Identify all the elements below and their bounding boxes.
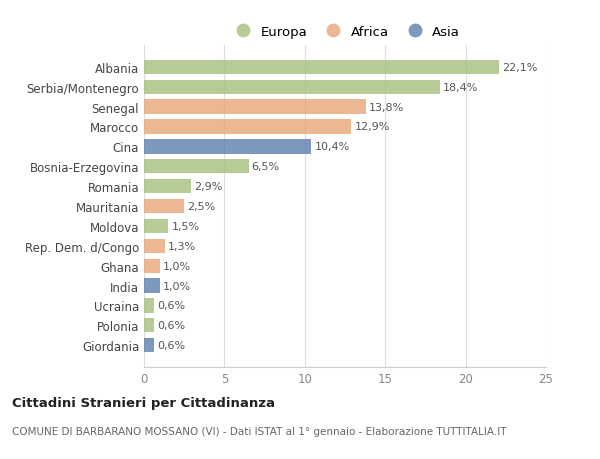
Bar bbox=[144, 319, 154, 333]
Bar bbox=[144, 259, 160, 273]
Bar bbox=[144, 199, 184, 214]
Bar bbox=[144, 160, 248, 174]
Legend: Europa, Africa, Asia: Europa, Africa, Asia bbox=[224, 20, 466, 44]
Text: 22,1%: 22,1% bbox=[503, 63, 538, 73]
Text: 6,5%: 6,5% bbox=[252, 162, 280, 172]
Text: 13,8%: 13,8% bbox=[369, 102, 404, 112]
Bar bbox=[144, 338, 154, 353]
Text: 18,4%: 18,4% bbox=[443, 83, 478, 92]
Text: 1,0%: 1,0% bbox=[163, 281, 191, 291]
Bar bbox=[144, 299, 154, 313]
Bar bbox=[144, 80, 440, 95]
Bar bbox=[144, 100, 366, 114]
Bar bbox=[144, 239, 165, 253]
Text: COMUNE DI BARBARANO MOSSANO (VI) - Dati ISTAT al 1° gennaio - Elaborazione TUTTI: COMUNE DI BARBARANO MOSSANO (VI) - Dati … bbox=[12, 426, 506, 436]
Text: 12,9%: 12,9% bbox=[355, 122, 390, 132]
Text: 0,6%: 0,6% bbox=[157, 321, 185, 330]
Bar bbox=[144, 279, 160, 293]
Bar bbox=[144, 219, 168, 234]
Bar bbox=[144, 120, 352, 134]
Bar bbox=[144, 140, 311, 154]
Text: 10,4%: 10,4% bbox=[314, 142, 350, 152]
Text: 2,9%: 2,9% bbox=[194, 182, 222, 192]
Bar bbox=[144, 61, 499, 75]
Text: 2,5%: 2,5% bbox=[187, 202, 215, 212]
Text: 0,6%: 0,6% bbox=[157, 341, 185, 350]
Text: 1,0%: 1,0% bbox=[163, 261, 191, 271]
Text: 0,6%: 0,6% bbox=[157, 301, 185, 311]
Bar bbox=[144, 179, 191, 194]
Text: 1,5%: 1,5% bbox=[172, 221, 199, 231]
Text: Cittadini Stranieri per Cittadinanza: Cittadini Stranieri per Cittadinanza bbox=[12, 396, 275, 409]
Text: 1,3%: 1,3% bbox=[168, 241, 196, 251]
